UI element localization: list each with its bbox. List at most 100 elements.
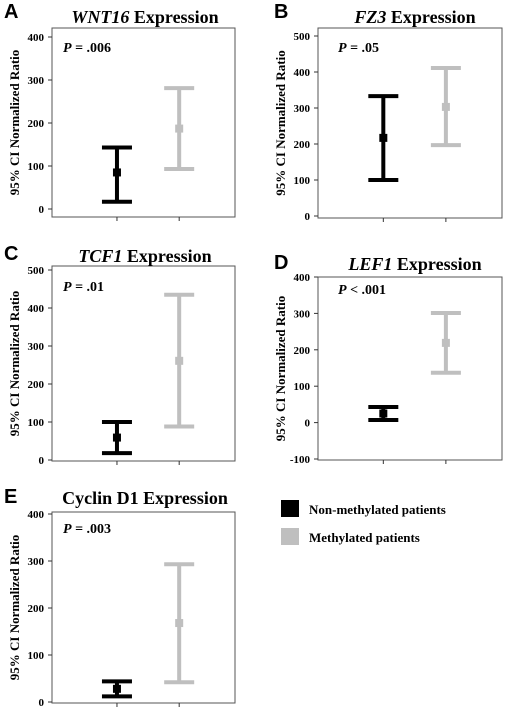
p-value: P = .05	[338, 41, 379, 56]
p-value: P = .006	[63, 41, 111, 56]
y-tick-label: 500	[28, 265, 45, 277]
plot-frame	[317, 27, 503, 219]
y-tick-label: 200	[294, 345, 311, 357]
gene-name: WNT16	[71, 7, 129, 27]
y-tick-label: 200	[294, 139, 311, 151]
y-tick-label: 300	[28, 341, 45, 353]
mean-marker	[112, 168, 121, 177]
panel-letter: B	[274, 1, 288, 23]
y-tick-label: 300	[28, 75, 45, 87]
p-value-text: = .006	[72, 41, 111, 56]
y-tick-label: 400	[28, 509, 45, 521]
mean-marker	[379, 133, 388, 142]
y-tick-label: 200	[28, 118, 45, 130]
panel-letter: A	[4, 1, 18, 23]
gene-name: LEF1	[347, 254, 392, 274]
panel-title: WNT16 Expression	[71, 7, 218, 27]
p-symbol: P	[63, 522, 72, 537]
error-bar-non-methylated	[368, 94, 399, 182]
title-suffix: Expression	[129, 7, 218, 27]
y-tick-label: 100	[28, 417, 45, 429]
mean-marker	[441, 338, 450, 347]
panel-letter: D	[274, 252, 288, 274]
y-tick-label: 0	[305, 418, 311, 430]
y-tick-label: 400	[28, 32, 45, 44]
p-symbol: P	[63, 41, 72, 56]
gene-name: Cyclin D1	[62, 488, 139, 508]
y-tick-label: 100	[28, 650, 45, 662]
y-tick-label: 0	[39, 204, 45, 216]
y-axis-label: 95% CI Normalized Ratio	[7, 291, 22, 437]
panel-e: 0 100 200 300 400 95% CI Normalized Ratio E Cyc…	[4, 486, 236, 709]
panel-title: TCF1 Expression	[78, 246, 211, 266]
y-tick-label: -100	[290, 454, 311, 466]
y-tick-label: 300	[294, 103, 311, 115]
error-bar-methylated	[430, 66, 461, 148]
title-suffix: Expression	[139, 488, 228, 508]
plot-frame	[51, 265, 236, 462]
p-value-text: = .05	[347, 41, 379, 56]
p-value-text: = .003	[72, 522, 111, 537]
panel-letter: C	[4, 243, 18, 265]
mean-marker	[441, 102, 450, 111]
gene-name: FZ3	[353, 7, 386, 27]
p-value-text: < .001	[347, 283, 386, 298]
title-suffix: Expression	[122, 246, 211, 266]
plot-frame	[51, 27, 236, 218]
y-tick-label: 400	[294, 272, 311, 284]
y-tick-label: 100	[294, 175, 311, 187]
plot-frame	[317, 276, 503, 461]
legend-label-methylated: Methylated patients	[309, 530, 420, 545]
p-value: P = .003	[63, 522, 111, 537]
mean-marker	[112, 684, 121, 693]
p-value: P = .01	[63, 280, 104, 295]
p-symbol: P	[63, 280, 72, 295]
panel-c: 0 100 200 300 400 500 95% CI Normalized Ratio C…	[4, 243, 236, 467]
p-value-text: = .01	[72, 280, 104, 295]
plot-frame	[51, 511, 236, 704]
error-bar-non-methylated	[368, 404, 399, 423]
title-suffix: Expression	[392, 254, 481, 274]
gene-name: TCF1	[78, 246, 122, 266]
legend-swatch-methylated	[281, 528, 299, 545]
y-tick-label: 0	[39, 697, 45, 709]
y-tick-label: 400	[28, 303, 45, 315]
error-bar-non-methylated	[101, 679, 132, 699]
p-symbol: P	[338, 283, 347, 298]
mean-marker	[175, 356, 184, 365]
panel-title: LEF1 Expression	[347, 254, 481, 274]
panel-b: 0 100 200 300 400 500 95% CI Normalized Ratio B…	[273, 1, 503, 223]
error-bar-methylated	[164, 562, 195, 685]
legend-label-non-methylated: Non-methylated patients	[309, 502, 446, 517]
legend-swatch-non-methylated	[281, 500, 299, 517]
y-tick-label: 0	[39, 455, 45, 467]
y-axis-label: 95% CI Normalized Ratio	[7, 535, 22, 681]
y-axis-label: 95% CI Normalized Ratio	[273, 296, 288, 442]
p-value: P < .001	[338, 283, 386, 298]
y-tick-label: 300	[294, 308, 311, 320]
mean-marker	[175, 124, 184, 133]
title-suffix: Expression	[386, 7, 475, 27]
panel-title: Cyclin D1 Expression	[62, 488, 228, 508]
y-tick-label: 100	[28, 161, 45, 173]
y-tick-label: 0	[305, 211, 311, 223]
panel-a: 0 100 200 300 400 95% CI Normalized Ratio A WNT…	[4, 1, 236, 221]
mean-marker	[175, 619, 184, 628]
error-bar-methylated	[164, 86, 195, 172]
error-bar-non-methylated	[101, 420, 132, 456]
y-tick-label: 200	[28, 379, 45, 391]
y-tick-label: 400	[294, 67, 311, 79]
error-bar-non-methylated	[101, 145, 132, 204]
panel-d: -100 0 100 200 300 400 95% CI Normalized Ratio…	[273, 252, 503, 466]
y-tick-label: 200	[28, 603, 45, 615]
legend: Non-methylated patients Methylated patie…	[281, 500, 446, 545]
y-axis-label: 95% CI Normalized Ratio	[7, 50, 22, 196]
panel-title: FZ3 Expression	[353, 7, 475, 27]
error-bar-methylated	[430, 311, 461, 375]
p-symbol: P	[338, 41, 347, 56]
y-tick-label: 100	[294, 381, 311, 393]
y-tick-label: 300	[28, 556, 45, 568]
error-bar-methylated	[164, 292, 195, 429]
panel-letter: E	[4, 486, 17, 508]
